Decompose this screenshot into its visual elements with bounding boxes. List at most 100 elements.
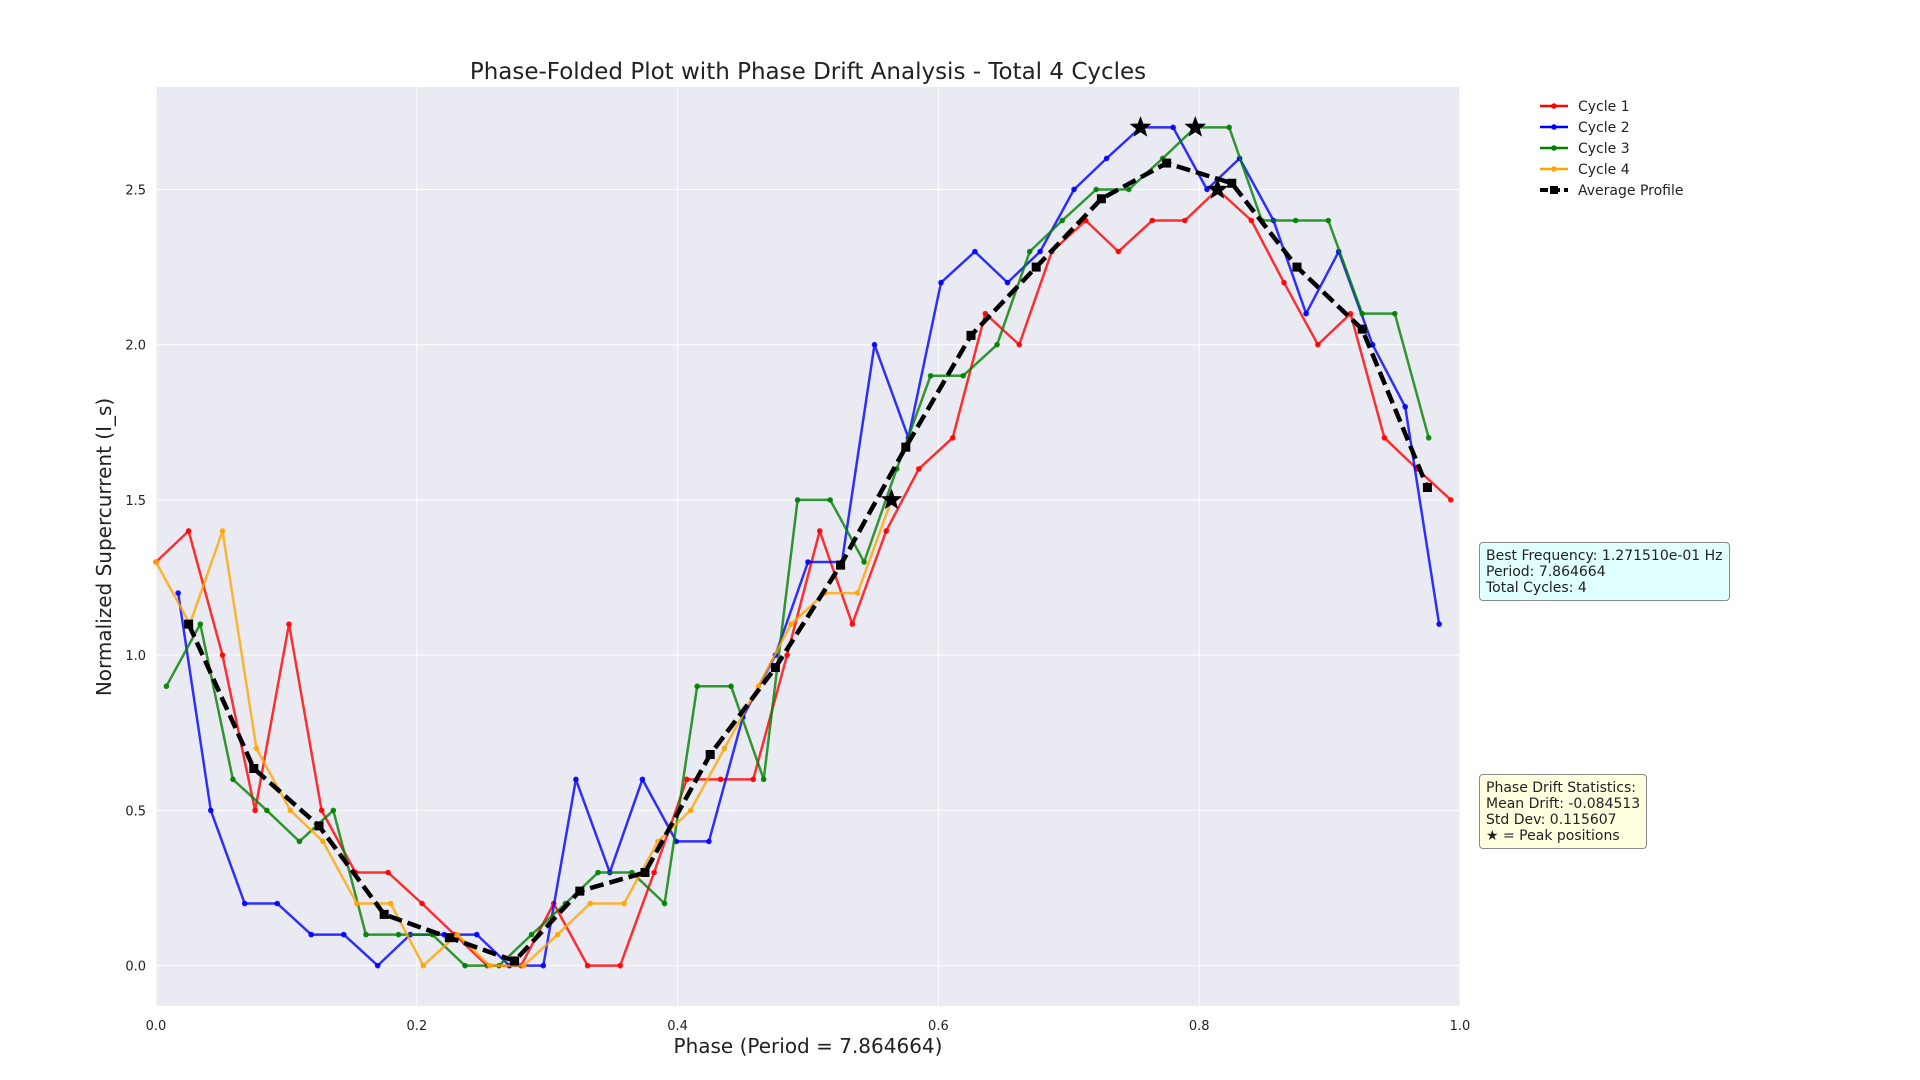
series-cycle-2	[175, 124, 1442, 969]
y-tick-label: 0.0	[125, 960, 146, 975]
data-point	[1281, 279, 1287, 286]
std-dev-text: Std Dev: 0.115607	[1486, 812, 1617, 828]
x-tick-label: 0.8	[1189, 1019, 1210, 1034]
x-tick-label: 0.0	[146, 1019, 167, 1034]
data-point	[1436, 621, 1442, 627]
data-point	[287, 807, 294, 814]
data-point	[219, 652, 226, 658]
data-point	[253, 745, 260, 752]
data-point	[1359, 310, 1365, 317]
data-point	[721, 745, 728, 752]
data-point	[314, 821, 324, 831]
data-point	[883, 528, 890, 534]
data-point	[849, 621, 856, 627]
data-point	[387, 900, 394, 907]
legend-item-cycle-2: Cycle 2	[1540, 120, 1630, 136]
legend: Cycle 1 Cycle 2 Cycle 3 Cycle 4 Average Prof…	[1540, 99, 1683, 199]
x-tick-label: 0.6	[928, 1019, 949, 1034]
data-point	[871, 341, 878, 348]
data-point	[836, 560, 846, 570]
legend-item-average-profile: Average Profile	[1540, 183, 1683, 199]
data-point	[554, 931, 561, 938]
legend-item-cycle-4: Cycle 4	[1540, 162, 1630, 178]
data-point	[1149, 217, 1156, 224]
data-point	[861, 559, 867, 565]
data-point	[639, 776, 646, 783]
data-point	[395, 931, 402, 938]
data-point	[540, 962, 547, 969]
data-point	[252, 807, 258, 814]
data-point	[473, 931, 480, 938]
data-point	[330, 807, 337, 814]
series-average-profile	[184, 158, 1432, 966]
data-point	[938, 279, 944, 286]
data-point	[1448, 497, 1454, 503]
peak-star-icon	[1184, 115, 1207, 137]
plot-area	[156, 87, 1460, 1006]
data-point	[184, 619, 194, 629]
data-point	[1292, 217, 1299, 224]
data-point	[175, 590, 181, 596]
data-point	[520, 962, 527, 969]
x-tick-label: 0.4	[667, 1019, 688, 1034]
data-point	[960, 372, 966, 379]
data-point	[308, 931, 314, 938]
data-point	[241, 900, 248, 907]
data-point	[354, 900, 360, 907]
data-point	[927, 372, 934, 379]
data-point	[264, 807, 270, 814]
mean-drift-text: Mean Drift: -0.084513	[1486, 796, 1641, 812]
data-point	[385, 869, 391, 876]
data-point	[1392, 310, 1398, 317]
drift-stats-heading: Phase Drift Statistics:	[1486, 780, 1637, 796]
data-point	[982, 310, 989, 317]
data-point	[1422, 483, 1432, 493]
y-tick-label: 0.5	[125, 804, 146, 819]
data-point	[1071, 186, 1077, 193]
data-point	[949, 435, 956, 441]
data-point	[1292, 262, 1302, 272]
data-point	[706, 838, 712, 845]
data-point	[1016, 341, 1023, 348]
data-point	[363, 931, 369, 938]
best-frequency-text: Best Frequency: 1.271510e-01 Hz	[1486, 548, 1723, 564]
data-point	[1402, 403, 1409, 410]
peak-star-icon	[880, 488, 903, 510]
legend-item-cycle-3: Cycle 3	[1540, 141, 1630, 157]
data-point	[1026, 248, 1033, 255]
phase-drift-stats-box: Phase Drift Statistics: Mean Drift: -0.0…	[1479, 774, 1648, 849]
data-point	[827, 497, 833, 503]
legend-marker	[1551, 145, 1557, 151]
data-point	[1037, 248, 1043, 255]
data-point	[640, 867, 650, 877]
data-point	[994, 341, 1000, 348]
data-point	[750, 776, 757, 783]
data-point	[153, 559, 159, 565]
x-axis-title: Phase (Period = 7.864664)	[674, 1034, 943, 1058]
data-point	[1059, 217, 1066, 224]
legend-label: Cycle 4	[1578, 162, 1630, 178]
data-point	[805, 559, 811, 565]
data-point	[972, 248, 978, 255]
data-point	[1162, 158, 1172, 168]
data-point	[854, 590, 861, 596]
data-point	[651, 869, 657, 876]
data-point	[1115, 248, 1122, 255]
data-point	[286, 621, 292, 627]
data-point	[379, 909, 389, 919]
data-point	[760, 776, 767, 783]
data-point	[728, 683, 734, 690]
data-point	[573, 776, 579, 783]
data-point	[207, 807, 214, 814]
data-point	[419, 900, 425, 907]
data-point	[770, 663, 780, 673]
data-point	[1425, 435, 1432, 441]
data-point	[454, 931, 461, 938]
data-point	[794, 497, 801, 503]
data-point	[1170, 124, 1176, 131]
series-line-average-profile	[186, 160, 1430, 964]
y-tick-label: 2.0	[125, 339, 146, 354]
data-point	[617, 962, 624, 969]
data-point	[444, 933, 454, 943]
tick-labels: 0.0 0.2 0.4 0.6 0.8 1.0 0.0 0.5 1.0 1.5 2.0 2.5	[125, 183, 1470, 1034]
